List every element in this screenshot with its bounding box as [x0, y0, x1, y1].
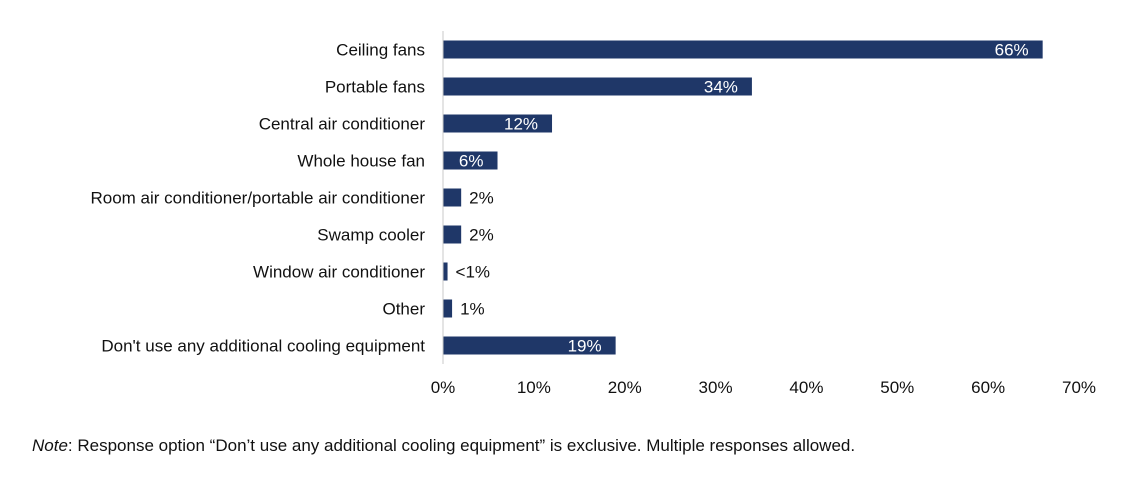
- bar: [443, 262, 448, 281]
- data-label: 12%: [504, 115, 538, 134]
- data-label: 1%: [460, 300, 485, 319]
- note-text: : Response option “Don’t use any additio…: [67, 436, 856, 455]
- x-axis-ticks: 0% 10% 20% 30% 40% 50% 60% 70%: [431, 378, 1096, 397]
- x-tick-label: 0%: [431, 378, 456, 397]
- bars-group: 66% 34% 12% 6% 2% 2% <1% 1% 19%: [443, 40, 1043, 356]
- data-label: 34%: [704, 78, 738, 97]
- category-label: Central air conditioner: [259, 115, 426, 134]
- x-tick-label: 40%: [789, 378, 823, 397]
- bar: [443, 114, 553, 133]
- bar: [443, 188, 462, 207]
- note-prefix: Note: [32, 436, 68, 455]
- x-tick-label: 30%: [699, 378, 733, 397]
- bar: [443, 336, 616, 355]
- x-tick-label: 20%: [608, 378, 642, 397]
- x-tick-label: 50%: [880, 378, 914, 397]
- x-tick-label: 60%: [971, 378, 1005, 397]
- category-label: Swamp cooler: [317, 226, 425, 245]
- bar: [443, 151, 498, 170]
- x-tick-label: 10%: [517, 378, 551, 397]
- data-label: 19%: [568, 337, 602, 356]
- data-label: 2%: [469, 226, 494, 245]
- x-tick-label: 70%: [1062, 378, 1096, 397]
- data-label: 6%: [459, 152, 484, 171]
- category-label: Other: [382, 300, 425, 319]
- category-label: Window air conditioner: [253, 263, 425, 282]
- bar: [443, 225, 462, 244]
- category-label: Portable fans: [325, 78, 425, 97]
- category-label: Don't use any additional cooling equipme…: [101, 337, 425, 356]
- bar: [443, 77, 752, 96]
- category-label: Whole house fan: [297, 152, 425, 171]
- bar: [443, 299, 453, 318]
- bar-chart: 66% 34% 12% 6% 2% 2% <1% 1% 19% Ceiling fans Port…: [90, 31, 1096, 397]
- category-label: Room air conditioner/portable air condit…: [90, 189, 425, 208]
- chart-note: Note: Response option “Don’t use any add…: [32, 436, 855, 456]
- category-label: Ceiling fans: [336, 41, 425, 60]
- data-label: <1%: [456, 263, 491, 282]
- data-label: 2%: [469, 189, 494, 208]
- data-label: 66%: [995, 41, 1029, 60]
- category-labels: Ceiling fans Portable fans Central air con…: [90, 41, 425, 356]
- bar: [443, 40, 1043, 59]
